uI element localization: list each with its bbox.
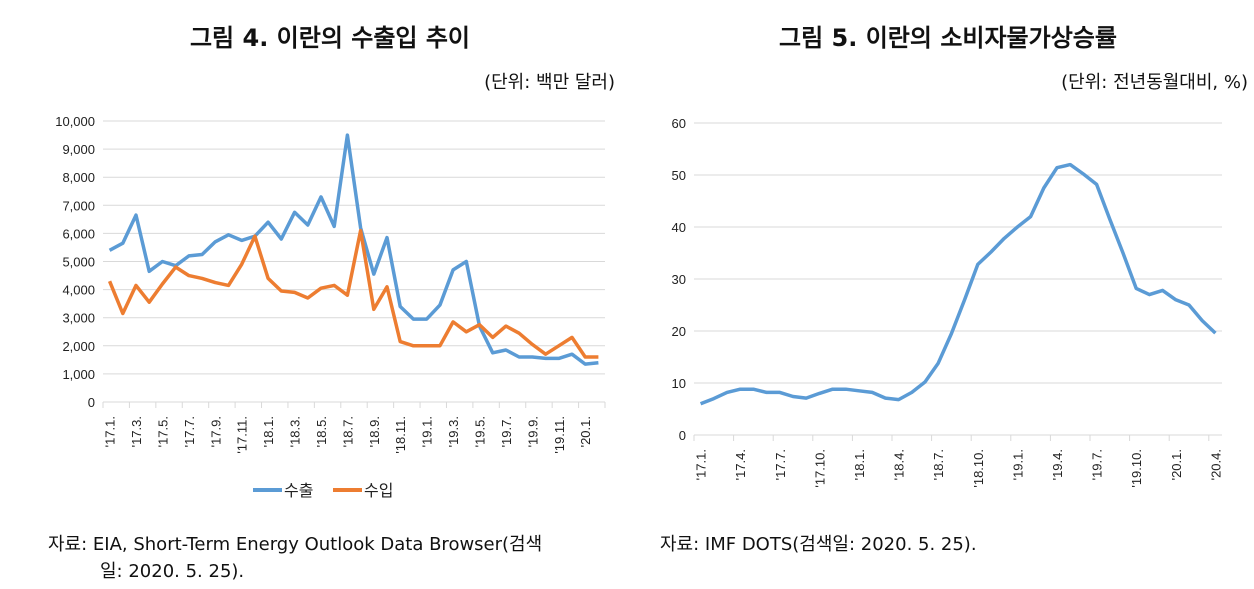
chart1-ytick-label: 7,000	[62, 198, 95, 213]
chart2-ytick-label: 0	[679, 428, 686, 443]
chart1-xtick-label: '17.9.	[208, 416, 223, 447]
chart1-ytick-label: 8,000	[62, 170, 95, 185]
chart1-source-line1: 자료: EIA, Short-Term Energy Outlook Data …	[48, 534, 543, 555]
chart1-xtick-label: '18.3.	[288, 416, 303, 447]
chart2-xtick-label: '19.10.	[1129, 449, 1144, 488]
chart1-xtick-label: '19.7.	[499, 416, 514, 447]
chart1-xtick-label: '17.11.	[235, 416, 250, 454]
chart1-xtick-label: '17.5.	[155, 416, 170, 447]
chart2-xtick-label: '20.4.	[1208, 449, 1223, 480]
chart1-series-1-line	[107, 228, 599, 359]
chart1-xtick-label: '17.3.	[129, 416, 144, 447]
chart1-unit: (단위: 백만 달러)	[484, 72, 615, 93]
chart1-xtick-label: '17.1.	[103, 416, 118, 447]
chart1-ytick-label: 10,000	[55, 114, 95, 129]
chart1-ytick-label: 6,000	[62, 226, 95, 241]
chart1-ytick-label: 3,000	[62, 311, 95, 326]
chart2-xtick-label: '19.4.	[1050, 449, 1065, 480]
chart2-ytick-label: 10	[672, 376, 686, 391]
chart2-xtick-label: '18.10.	[971, 449, 986, 488]
chart1-xtick-label: '18.11.	[393, 416, 408, 454]
chart1-xtick-label: '20.1.	[578, 416, 593, 447]
chart2-ytick-label: 40	[672, 220, 686, 235]
chart1-ytick-label: 0	[88, 395, 95, 410]
chart2-xtick-label: '19.1.	[1010, 449, 1025, 480]
chart2-xtick-label: '17.7.	[773, 449, 788, 480]
chart1-xtick-label: '18.5.	[314, 416, 329, 447]
chart1-ytick-label: 9,000	[62, 142, 95, 157]
chart1-xtick-label: '19.5.	[473, 416, 488, 447]
chart2-ytick-label: 20	[672, 324, 686, 339]
chart2-xtick-label: '20.1.	[1169, 449, 1184, 480]
chart1-ytick-label: 1,000	[62, 367, 95, 382]
chart1-xtick-label: '19.3.	[446, 416, 461, 447]
legend-label-1: 수입	[364, 481, 393, 500]
chart2-source: 자료: IMF DOTS(검색일: 2020. 5. 25).	[660, 534, 977, 555]
chart1-title: 그림 4. 이란의 수출입 추이	[189, 24, 471, 52]
chart1-xtick-label: '18.9.	[367, 416, 382, 447]
chart1-source-line2: 일: 2020. 5. 25).	[100, 561, 245, 582]
chart1-ytick-label: 2,000	[62, 339, 95, 354]
chart2-xtick-label: '17.4.	[733, 449, 748, 480]
chart1-xtick-label: '19.9.	[525, 416, 540, 447]
chart2-xtick-label: '18.1.	[852, 449, 867, 480]
chart2-xtick-label: '18.4.	[892, 449, 907, 480]
chart1-xtick-label: '18.7.	[340, 416, 355, 447]
chart2-xtick-label: '19.7.	[1090, 449, 1105, 480]
chart2-ytick-label: 60	[672, 116, 686, 131]
chart1-xtick-label: '19.1.	[420, 416, 435, 447]
chart2-series-0-line	[699, 162, 1217, 406]
chart2-title: 그림 5. 이란의 소비자물가상승률	[779, 24, 1117, 52]
legend-label-0: 수출	[284, 481, 313, 500]
chart2-xtick-label: '17.1.	[694, 449, 709, 480]
chart1-xtick-label: '19.11.	[552, 416, 567, 454]
chart1-series-0-line	[108, 133, 599, 366]
chart2-ytick-label: 50	[672, 168, 686, 183]
chart2-unit: (단위: 전년동월대비, %)	[1061, 72, 1248, 93]
chart2-ytick-label: 30	[672, 272, 686, 287]
chart1-ytick-label: 4,000	[62, 283, 95, 298]
chart2-xtick-label: '17.10.	[812, 449, 827, 488]
chart1-xtick-label: '17.7.	[182, 416, 197, 447]
chart2-xtick-label: '18.7.	[931, 449, 946, 480]
chart1-xtick-label: '18.1.	[261, 416, 276, 447]
chart1-ytick-label: 5,000	[62, 255, 95, 270]
